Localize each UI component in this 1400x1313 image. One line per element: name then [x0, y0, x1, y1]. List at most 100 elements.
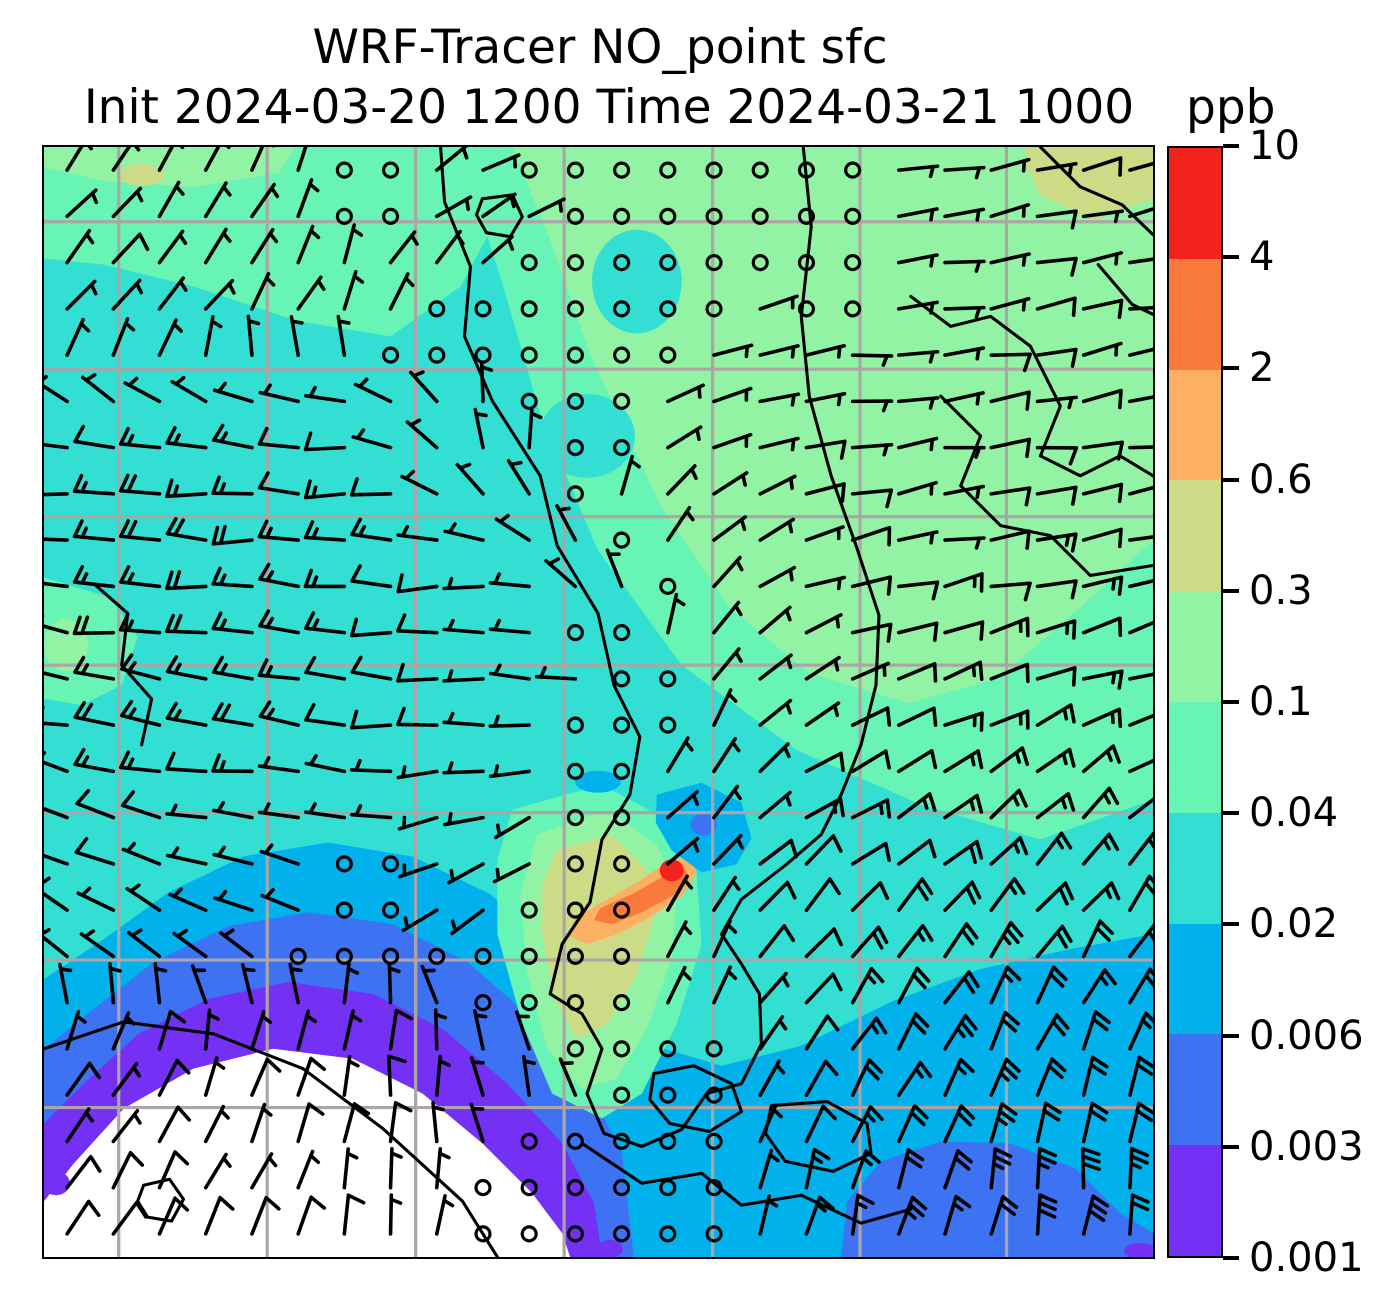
wind-barb — [1081, 919, 1114, 959]
wind-barb — [492, 862, 531, 884]
calm-wind-circle — [613, 300, 631, 318]
calm-wind-circle — [381, 855, 400, 873]
wind-barb — [303, 479, 347, 500]
wind-barb — [1081, 575, 1124, 596]
wind-barb — [804, 1195, 835, 1236]
calm-wind-circle — [566, 762, 584, 780]
wind-barb — [989, 1147, 1013, 1190]
calm-wind-circle — [797, 254, 816, 272]
wind-barb — [250, 182, 280, 219]
wind-barb — [250, 147, 275, 172]
wind-barb — [488, 618, 531, 635]
wind-barb — [349, 709, 393, 730]
wind-barb — [850, 1193, 875, 1236]
wind-barb — [1128, 305, 1153, 311]
wind-barb — [1081, 968, 1117, 1005]
calm-wind-circle — [335, 947, 353, 965]
wind-barb — [850, 1149, 881, 1190]
wind-barb — [250, 1010, 273, 1051]
calm-wind-circle — [566, 1225, 584, 1243]
wind-barb — [259, 843, 300, 866]
wind-barb — [804, 575, 847, 591]
wind-barb — [342, 223, 364, 265]
wind-barb — [203, 147, 231, 172]
wind-barb — [1128, 758, 1153, 774]
wind-barb — [165, 846, 208, 866]
wind-barb — [79, 929, 116, 959]
wind-barb — [943, 839, 984, 866]
calm-wind-circle — [705, 1179, 723, 1197]
colorbar-segment — [1169, 591, 1221, 702]
wind-barb — [1035, 209, 1078, 230]
wind-barb — [450, 908, 485, 936]
wind-barb — [804, 796, 845, 820]
wind-barb — [1035, 445, 1079, 466]
wind-barb — [157, 1105, 192, 1144]
wind-barb — [1128, 161, 1153, 172]
wind-barb — [758, 1148, 780, 1190]
wind-barb — [515, 1010, 531, 1051]
wind-barb — [804, 1147, 831, 1190]
wind-barb — [1128, 395, 1153, 404]
wind-barb — [804, 877, 841, 912]
wind-barb — [258, 700, 300, 727]
wind-barb — [1081, 298, 1124, 320]
calm-wind-circle — [474, 1179, 492, 1197]
wind-barb — [897, 966, 931, 1005]
wind-barb — [44, 806, 69, 820]
wind-barb — [219, 928, 254, 959]
calm-wind-circle — [613, 161, 631, 179]
wind-barb — [1081, 482, 1124, 504]
calm-wind-circle — [613, 1132, 631, 1150]
wind-barb — [758, 880, 797, 912]
wind-barb — [758, 605, 792, 635]
wind-barb — [288, 962, 303, 1005]
wind-barb — [353, 377, 393, 404]
wind-barb — [203, 1152, 232, 1190]
wind-barb — [1035, 791, 1076, 820]
wind-barb — [943, 259, 986, 273]
wind-barb — [212, 381, 254, 404]
wind-barb — [157, 318, 183, 357]
wind-barb — [897, 662, 938, 683]
colorbar-units-label: ppb — [1186, 80, 1276, 135]
wind-barb — [481, 234, 515, 265]
wind-barb — [108, 962, 122, 1005]
calm-wind-circle — [844, 254, 862, 272]
wind-barb — [73, 701, 116, 727]
calm-wind-circle — [659, 1225, 677, 1243]
wind-barb — [897, 1012, 930, 1051]
wind-barb — [111, 1109, 142, 1144]
wind-barb — [296, 224, 321, 265]
wind-barb — [712, 688, 738, 727]
wind-barb — [1035, 161, 1078, 177]
wind-barb — [257, 802, 300, 820]
colorbar-segment — [1169, 148, 1221, 259]
calm-wind-circle — [566, 809, 584, 827]
wind-barb — [1081, 707, 1123, 729]
wind-barb — [349, 617, 393, 638]
wind-barb — [1128, 831, 1153, 866]
wind-barb — [804, 972, 843, 1005]
wind-barb — [65, 1009, 87, 1051]
wind-barb — [296, 1009, 317, 1051]
wind-barb — [758, 790, 792, 820]
wind-barb — [74, 837, 116, 866]
wind-barb — [1081, 251, 1124, 266]
wind-barb — [989, 252, 1031, 267]
wind-barb — [396, 613, 439, 635]
wind-barb — [989, 352, 1032, 373]
wind-barb — [211, 611, 254, 635]
calm-wind-circle — [566, 346, 584, 364]
wind-barb — [804, 1014, 840, 1051]
wind-barb — [303, 568, 347, 589]
wind-barb — [72, 565, 116, 589]
wind-barb — [989, 662, 1030, 684]
wind-barb — [758, 1015, 788, 1051]
wind-barb — [442, 812, 485, 827]
calm-wind-circle — [751, 207, 769, 225]
wind-barb — [850, 1058, 883, 1097]
wind-barb — [989, 965, 1022, 1005]
wind-barb — [73, 747, 116, 774]
